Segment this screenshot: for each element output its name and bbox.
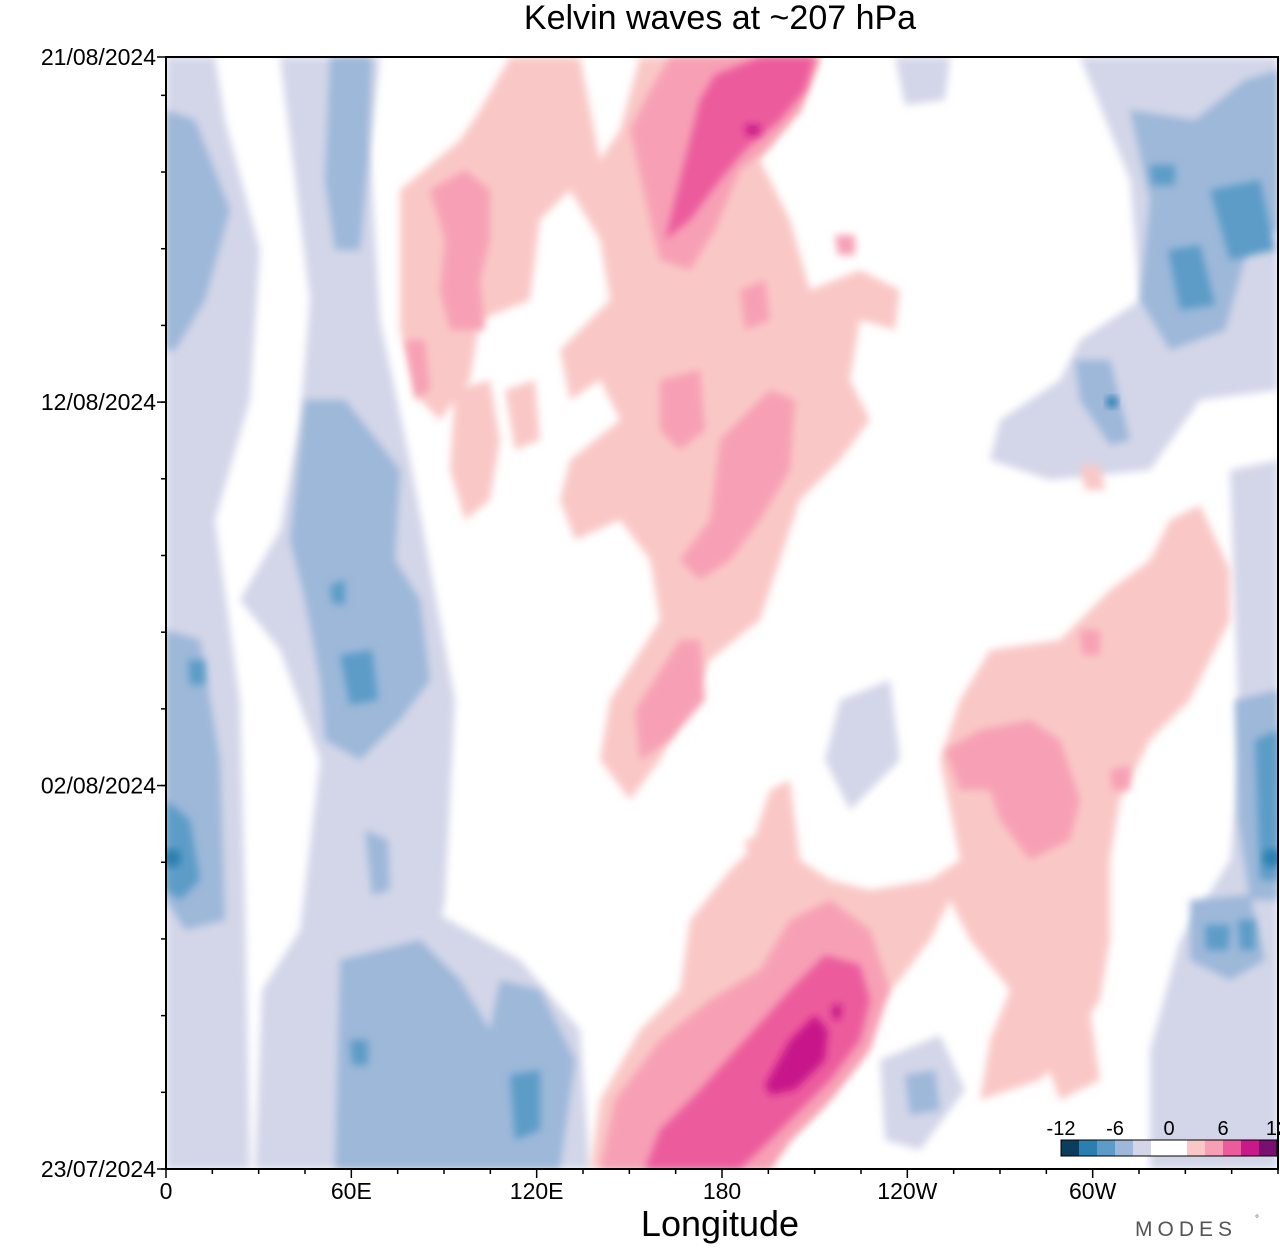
colorbar-swatch [1205, 1140, 1223, 1156]
y-tick-label: 12/08/2024 [41, 389, 156, 415]
negative-region-light-blue [1130, 70, 1278, 350]
y-tick-label: 02/08/2024 [41, 773, 156, 799]
positive-region-magenta [745, 125, 760, 135]
negative-region-light-blue [166, 110, 230, 350]
negative-region-blue [340, 650, 378, 705]
positive-region-light-pink [505, 380, 540, 450]
y-tick-label: 23/07/2024 [41, 1156, 156, 1182]
negative-region-blue [1255, 730, 1278, 880]
x-tick-label: 60W [1069, 1178, 1117, 1204]
negative-region-blue [350, 1040, 368, 1065]
positive-region-light-pink [450, 380, 500, 520]
positive-region-pink [740, 280, 770, 330]
colorbar-swatch [1187, 1140, 1205, 1156]
x-tick-label: 120E [510, 1178, 564, 1204]
colorbar-swatch [1133, 1140, 1151, 1156]
positive-region-pink [405, 340, 430, 400]
watermark: MODES [1135, 1218, 1237, 1241]
positive-region-pink [835, 235, 855, 255]
x-tick-label: 120W [877, 1178, 937, 1204]
positive-region-magenta [765, 1015, 828, 1095]
negative-region-light-blue [290, 400, 430, 760]
positive-region-deep-pink [645, 955, 870, 1169]
negative-region-blue [1168, 245, 1215, 310]
positive-region-pink [1080, 630, 1100, 655]
colorbar-label: 12 [1266, 1118, 1280, 1140]
colorbar-swatch [1223, 1140, 1241, 1156]
colorbar-label: -12 [1047, 1118, 1076, 1140]
negative-region-lavender [1150, 460, 1278, 1169]
positive-region-pink [1110, 765, 1130, 790]
x-axis-title: Longitude [641, 1203, 799, 1244]
positive-region-pink [680, 390, 795, 580]
negative-region-blue [510, 1070, 540, 1140]
positive-region-pink [945, 720, 1080, 860]
positive-region-light-pink [1080, 465, 1105, 490]
chart-title: Kelvin waves at ~207 hPa [524, 0, 916, 37]
x-tick-label: 0 [160, 1178, 173, 1204]
colorbar-swatch [1169, 1140, 1187, 1156]
negative-region-blue [1205, 925, 1230, 950]
colorbar-swatch [1061, 1140, 1079, 1156]
colorbar-swatch [1241, 1140, 1259, 1156]
positive-region-pink [430, 170, 490, 330]
negative-region-blue [330, 580, 345, 605]
colorbar-swatch [1097, 1140, 1115, 1156]
positive-region-magenta [832, 1005, 842, 1020]
colorbar-label: -6 [1106, 1118, 1124, 1140]
positive-region-pink [660, 370, 705, 450]
negative-region-lavender [895, 57, 950, 105]
negative-region-blue [188, 660, 205, 685]
negative-region-blue [1238, 920, 1255, 950]
colorbar-swatch [1079, 1140, 1097, 1156]
negative-peak [166, 849, 181, 867]
contour-field [166, 57, 1278, 1169]
x-tick-label: 60E [331, 1178, 372, 1204]
y-tick-label: 21/08/2024 [41, 44, 156, 70]
negative-region-blue [1150, 165, 1175, 185]
colorbar-swatch [1151, 1140, 1169, 1156]
negative-peak [1106, 396, 1118, 408]
y-axis: 23/07/2024 02/08/2024 12/08/2024 21/08/2024 [41, 44, 166, 1182]
x-tick-label: 180 [703, 1178, 741, 1204]
negative-region-light-blue [1075, 360, 1130, 445]
colorbar-frame [1060, 1139, 1278, 1157]
negative-region-light-blue [325, 57, 372, 250]
watermark-mark: ° [1255, 1214, 1259, 1225]
colorbar-label: 6 [1217, 1118, 1228, 1140]
negative-region-light-blue [365, 830, 390, 895]
x-axis: 0 60E 120E 180 120W 60W [160, 1169, 1279, 1204]
negative-region-blue [166, 800, 200, 900]
colorbar-swatch [1115, 1140, 1133, 1156]
colorbar-label: 0 [1163, 1118, 1174, 1140]
colorbar: -12 -6 0 6 12 [1047, 1118, 1280, 1157]
negative-region-light-blue [905, 1070, 940, 1115]
negative-region-lavender [825, 680, 900, 810]
positive-region-pink [635, 640, 705, 760]
positive-region-light-pink [745, 830, 780, 870]
positive-region-deep-pink [665, 57, 815, 240]
negative-region-blue [1210, 180, 1275, 260]
positive-region-light-pink [1030, 1010, 1100, 1100]
colorbar-swatch [1259, 1140, 1277, 1156]
positive-region-light-pink [400, 57, 900, 800]
negative-peak [1263, 849, 1278, 867]
